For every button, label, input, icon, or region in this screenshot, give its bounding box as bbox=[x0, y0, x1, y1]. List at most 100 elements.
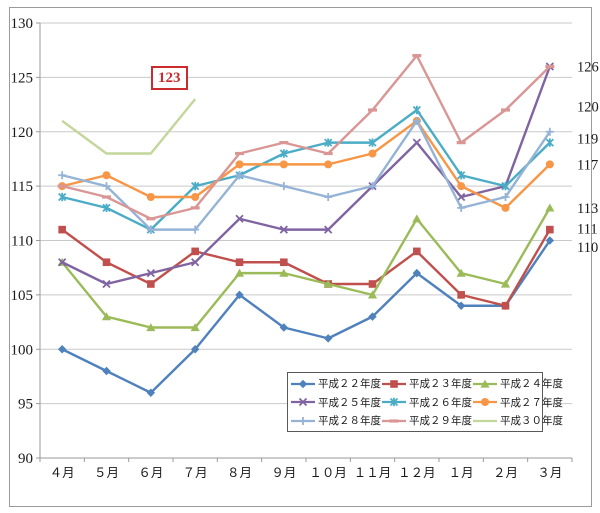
x-axis-label: １１月 bbox=[354, 466, 392, 480]
data-point bbox=[280, 258, 288, 267]
legend-marker-swatch bbox=[291, 397, 315, 407]
data-point bbox=[413, 247, 421, 256]
y-axis-label: 115 bbox=[11, 179, 33, 195]
legend-marker-swatch bbox=[291, 416, 315, 425]
data-point bbox=[57, 345, 67, 354]
data-point bbox=[501, 203, 510, 212]
data-point bbox=[58, 258, 67, 267]
data-point bbox=[457, 182, 466, 191]
series-line bbox=[61, 119, 551, 231]
series-line bbox=[61, 207, 551, 329]
series-line bbox=[61, 54, 551, 220]
data-point bbox=[368, 312, 377, 321]
data-point bbox=[545, 236, 555, 245]
data-point bbox=[101, 312, 112, 321]
annotation-text: 123 bbox=[158, 70, 181, 86]
data-point bbox=[146, 217, 156, 221]
legend-label: 平成２４年度 bbox=[500, 378, 563, 390]
legend-marker-swatch bbox=[473, 398, 497, 406]
data-point bbox=[102, 366, 111, 376]
data-point bbox=[191, 258, 200, 267]
legend-marker-swatch bbox=[291, 379, 315, 388]
data-point bbox=[279, 225, 288, 234]
series-line bbox=[61, 98, 197, 155]
legend-label: 平成２６年度 bbox=[409, 396, 472, 409]
data-point bbox=[545, 203, 555, 212]
legend-item: 平成２４年度 bbox=[472, 375, 563, 393]
x-axis-label: ７月 bbox=[183, 466, 208, 480]
y-axis-label: 100 bbox=[11, 342, 34, 358]
data-point bbox=[501, 301, 510, 310]
series-line bbox=[61, 119, 551, 210]
data-point bbox=[368, 280, 377, 288]
x-axis-label: １月 bbox=[449, 466, 474, 480]
x-axis-label: ６月 bbox=[138, 466, 163, 480]
series-end-value-label: 113 bbox=[577, 201, 598, 217]
data-point bbox=[298, 397, 308, 407]
legend-marker-swatch bbox=[382, 379, 406, 388]
data-point bbox=[102, 171, 111, 180]
legend-label: 平成２９年度 bbox=[409, 415, 472, 427]
data-point bbox=[412, 268, 422, 278]
data-point bbox=[546, 225, 554, 234]
series-line bbox=[61, 228, 551, 307]
legend-item: 平成２２年度 bbox=[290, 375, 381, 393]
legend-item: 平成２３年度 bbox=[381, 375, 472, 393]
data-point bbox=[235, 160, 244, 169]
data-point bbox=[480, 379, 490, 388]
data-point bbox=[146, 388, 156, 397]
data-point bbox=[102, 258, 111, 267]
legend-item: 平成３０年度 bbox=[472, 412, 563, 430]
data-point bbox=[545, 64, 555, 69]
legend-item: 平成２６年度 bbox=[381, 393, 472, 411]
data-point bbox=[235, 258, 244, 267]
legend-label: 平成２８年度 bbox=[318, 415, 381, 427]
data-point bbox=[57, 184, 67, 188]
series-end-value-label: 119 bbox=[577, 131, 598, 147]
y-axis-label: 90 bbox=[18, 451, 33, 467]
data-point bbox=[191, 247, 199, 256]
series-end-value-label: 111 bbox=[577, 222, 598, 238]
data-point bbox=[456, 141, 466, 145]
data-point bbox=[323, 334, 333, 343]
x-axis-label: ３月 bbox=[537, 466, 562, 480]
data-point bbox=[235, 214, 244, 223]
legend-label: 平成３０年度 bbox=[500, 415, 563, 427]
data-point bbox=[146, 193, 155, 201]
data-point bbox=[279, 268, 289, 277]
data-point bbox=[102, 279, 111, 289]
data-point bbox=[389, 418, 399, 423]
legend-marker-swatch bbox=[382, 397, 406, 407]
series-end-value-label: 126 bbox=[577, 60, 599, 76]
data-point bbox=[279, 323, 289, 332]
x-axis-label: ４月 bbox=[50, 466, 75, 480]
data-point bbox=[234, 268, 245, 277]
y-axis-label: 130 bbox=[11, 16, 34, 32]
legend-label: 平成２３年度 bbox=[409, 378, 472, 390]
data-point bbox=[147, 280, 155, 288]
series-end-value-label: 120 bbox=[577, 100, 599, 116]
y-axis-label: 95 bbox=[18, 397, 33, 413]
data-point bbox=[501, 108, 510, 112]
data-point bbox=[190, 345, 200, 354]
y-axis-label: 120 bbox=[11, 125, 34, 141]
data-point bbox=[235, 151, 244, 156]
data-point bbox=[457, 291, 465, 299]
data-point bbox=[279, 141, 289, 145]
legend-item: 平成２９年度 bbox=[381, 412, 472, 430]
data-point bbox=[58, 225, 66, 234]
data-point bbox=[481, 398, 489, 406]
x-axis-label: １２月 bbox=[398, 466, 436, 480]
legend: 平成２２年度 平成２３年度 平成２４年度 平成２５年度 平成２６年度 平成２７年度 平成２８… bbox=[287, 372, 563, 432]
data-point bbox=[412, 214, 422, 223]
data-point bbox=[191, 193, 200, 201]
data-point bbox=[323, 151, 333, 156]
data-point bbox=[456, 268, 466, 277]
data-point bbox=[368, 149, 377, 158]
data-point bbox=[298, 379, 308, 388]
legend-label: 平成２７年度 bbox=[500, 396, 563, 409]
data-point bbox=[367, 290, 378, 299]
series-line bbox=[61, 66, 551, 286]
data-point bbox=[190, 323, 200, 332]
